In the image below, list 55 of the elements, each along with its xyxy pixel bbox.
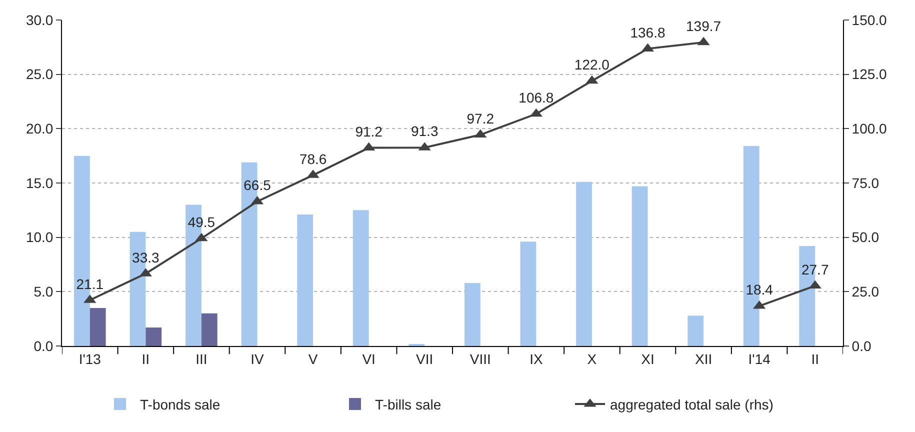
bar <box>576 182 592 346</box>
x-tick-label: VI <box>362 350 376 367</box>
bar <box>297 214 314 346</box>
y2-tick-label: 50.0 <box>852 229 880 246</box>
x-tick-label: II <box>142 350 150 367</box>
y-tick-label: 30.0 <box>26 12 54 28</box>
x-tick-label: IV <box>250 350 265 367</box>
data-label: 91.3 <box>410 123 438 140</box>
x-tick-label: III <box>196 350 208 367</box>
data-label: 21.1 <box>76 276 104 292</box>
data-label: 139.7 <box>686 18 722 34</box>
x-tick-label: I'14 <box>748 350 771 367</box>
bar <box>688 316 704 346</box>
data-label: 27.7 <box>801 261 829 278</box>
x-tick-label: V <box>308 350 318 367</box>
data-label: 66.5 <box>244 177 272 194</box>
x-tick-label: II <box>811 350 819 367</box>
bar <box>146 328 162 346</box>
bar <box>352 210 369 346</box>
data-label: 91.2 <box>355 123 383 140</box>
y-tick-label: 15.0 <box>26 174 54 191</box>
y2-tick-label: 125.0 <box>852 66 888 82</box>
y-tick-label: 5.0 <box>34 284 54 300</box>
y2-tick-label: 100.0 <box>852 120 888 137</box>
bar <box>632 186 648 346</box>
y-tick-label: 10.0 <box>26 229 54 246</box>
legend-label: aggregated total sale (rhs) <box>610 396 774 412</box>
x-tick-label: VII <box>416 350 434 367</box>
y2-tick-label: 150.0 <box>852 12 888 28</box>
x-tick-label: X <box>587 350 598 367</box>
y-tick-label: 0.0 <box>34 338 54 354</box>
x-tick-label: IX <box>530 350 544 367</box>
legend-label: T-bonds sale <box>140 396 220 412</box>
data-label: 136.8 <box>630 24 666 40</box>
bar <box>520 242 536 346</box>
data-label: 33.3 <box>132 249 160 266</box>
data-label: 106.8 <box>518 90 554 106</box>
data-label: 78.6 <box>299 150 327 167</box>
y-tick-label: 20.0 <box>26 120 54 137</box>
y2-tick-label: 75.0 <box>852 174 880 191</box>
data-label: 18.4 <box>746 282 774 298</box>
bar <box>464 282 480 346</box>
y2-tick-label: 0.0 <box>852 338 872 354</box>
bar <box>201 313 218 346</box>
data-label: 97.2 <box>466 110 494 126</box>
x-tick-label: XI <box>641 350 654 367</box>
x-tick-label: XII <box>694 350 712 367</box>
y2-tick-label: 25.0 <box>852 284 880 300</box>
x-tick-label: VIII <box>470 350 491 367</box>
data-label: 122.0 <box>574 56 610 72</box>
data-label: 49.5 <box>188 214 216 230</box>
x-tick-label: I'13 <box>78 350 102 367</box>
y-tick-label: 25.0 <box>26 66 54 82</box>
legend-label: T-bills sale <box>375 396 442 412</box>
bar <box>90 308 106 346</box>
